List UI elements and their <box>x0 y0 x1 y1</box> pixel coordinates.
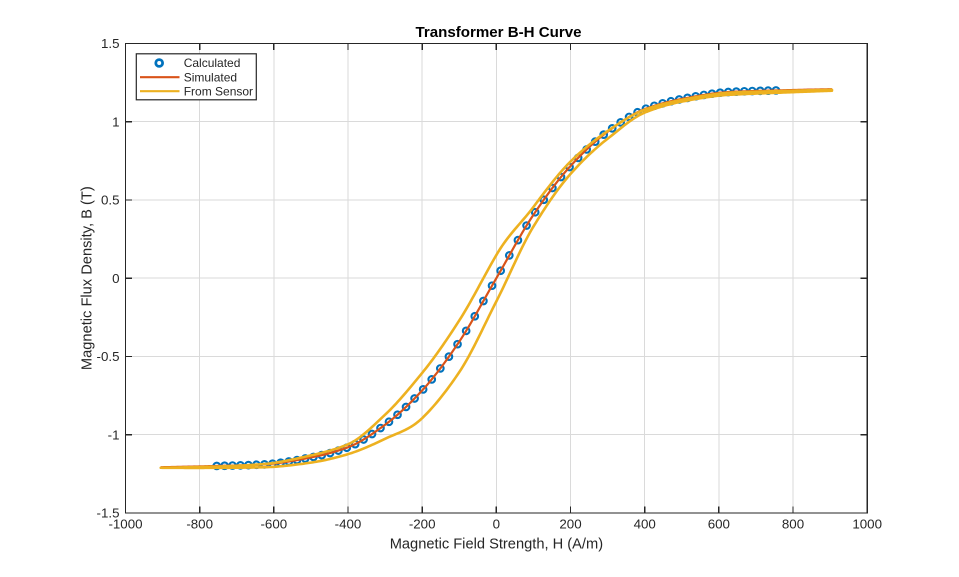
svg-text:Calculated: Calculated <box>184 56 241 70</box>
svg-text:Magnetic Flux Density, B (T): Magnetic Flux Density, B (T) <box>80 186 96 370</box>
svg-text:-1.5: -1.5 <box>97 506 120 521</box>
svg-text:0.5: 0.5 <box>101 193 120 208</box>
svg-text:From Sensor: From Sensor <box>184 84 253 98</box>
svg-text:1.5: 1.5 <box>101 36 120 51</box>
svg-text:Magnetic Field Strength, H (A/: Magnetic Field Strength, H (A/m) <box>390 537 603 553</box>
svg-text:0: 0 <box>493 517 500 532</box>
svg-text:0: 0 <box>112 271 119 286</box>
svg-text:200: 200 <box>559 517 581 532</box>
svg-text:800: 800 <box>782 517 804 532</box>
svg-text:-200: -200 <box>409 517 436 532</box>
svg-text:1000: 1000 <box>852 517 882 532</box>
svg-text:-1: -1 <box>108 427 120 442</box>
svg-text:1: 1 <box>112 114 119 129</box>
svg-text:-1000: -1000 <box>108 517 142 532</box>
svg-text:-800: -800 <box>186 517 213 532</box>
svg-text:600: 600 <box>708 517 730 532</box>
svg-text:Transformer B-H Curve: Transformer B-H Curve <box>415 24 581 41</box>
svg-text:Simulated: Simulated <box>184 70 237 84</box>
svg-text:400: 400 <box>634 517 656 532</box>
svg-text:-0.5: -0.5 <box>97 349 120 364</box>
svg-text:-400: -400 <box>335 517 362 532</box>
svg-text:-600: -600 <box>260 517 287 532</box>
